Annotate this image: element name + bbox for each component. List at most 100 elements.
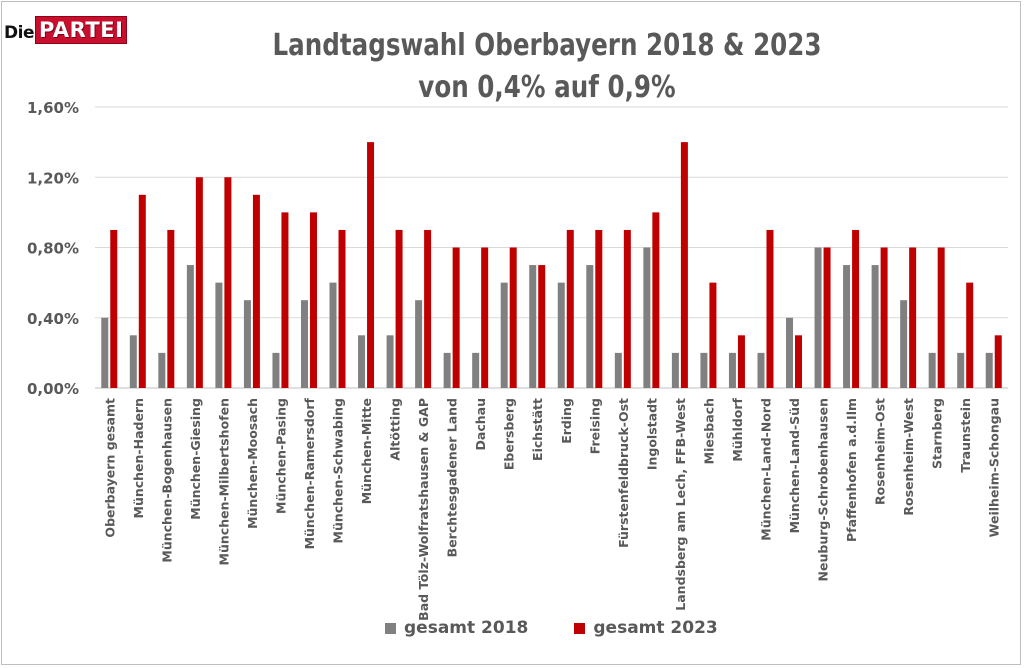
bar-2018 — [472, 352, 480, 388]
legend-item-2023: gesamt 2023 — [574, 618, 718, 638]
x-category-label: Ebersberg — [502, 398, 517, 470]
bar-2023 — [224, 177, 232, 388]
x-category-label: München-Moosach — [245, 398, 260, 529]
bar-2018 — [614, 352, 622, 388]
bar-2018 — [386, 335, 394, 388]
bar-2023 — [909, 247, 917, 388]
bar-2023 — [395, 229, 403, 388]
x-category-label: Rosenheim-West — [901, 398, 916, 516]
bar-2023 — [138, 194, 146, 388]
bar-2023 — [367, 142, 375, 388]
legend-swatch-2023 — [574, 622, 586, 634]
logo-partei-text: PARTEI — [34, 16, 128, 44]
bar-2023 — [709, 282, 717, 388]
x-category-label: München-Ramersdorf — [302, 397, 317, 549]
chart-subtitle: von 0,4% auf 0,9% — [418, 70, 676, 105]
x-category-label: Landsberg am Lech, FFB-West — [673, 398, 688, 611]
y-tick-label: 0,80% — [27, 240, 79, 258]
bar-2023 — [424, 229, 432, 388]
x-category-label: Rosenheim-Ost — [873, 398, 888, 505]
y-tick-label: 1,60% — [27, 99, 79, 117]
bar-2023 — [652, 212, 660, 388]
legend-label-2018: gesamt 2018 — [404, 618, 529, 638]
bar-2023 — [852, 229, 860, 388]
x-category-label: München-Land-Süd — [787, 398, 802, 533]
x-category-label: Mühldorf — [730, 397, 745, 461]
bar-2023 — [994, 335, 1002, 388]
x-category-label: Traunstein — [958, 398, 973, 473]
bar-2023 — [566, 229, 574, 388]
x-category-label: München-Hadern — [131, 398, 146, 519]
legend-swatch-2018 — [385, 622, 396, 634]
bar-2023 — [795, 335, 803, 388]
bar-2018 — [215, 282, 223, 388]
bar-2018 — [529, 265, 537, 388]
bar-2023 — [281, 212, 289, 388]
bar-2018 — [586, 265, 594, 388]
bar-2018 — [900, 300, 908, 388]
bar-2018 — [101, 317, 109, 388]
bar-2018 — [728, 352, 736, 388]
bar-2018 — [186, 265, 194, 388]
x-category-label: München-Milbertshofen — [216, 398, 231, 565]
bar-2018 — [300, 300, 308, 388]
bar-2023 — [195, 177, 203, 388]
x-category-label: Miesbach — [701, 398, 716, 464]
bar-2018 — [700, 352, 708, 388]
x-category-label: Eichstätt — [530, 398, 545, 461]
bar-2018 — [129, 335, 137, 388]
bar-2018 — [243, 300, 251, 388]
x-category-label: Oberbayern gesamt — [102, 398, 117, 538]
bar-2023 — [452, 247, 460, 388]
die-partei-logo: Die PARTEI — [4, 16, 128, 44]
bar-2023 — [623, 229, 631, 388]
bar-2018 — [415, 300, 423, 388]
bar-2023 — [880, 247, 888, 388]
x-category-label: Berchtesgadener Land — [445, 398, 460, 557]
bar-2018 — [158, 352, 166, 388]
bar-2023 — [309, 212, 317, 388]
x-category-label: München-Schwabing — [331, 398, 346, 543]
bar-2018 — [500, 282, 508, 388]
bar-2018 — [358, 335, 366, 388]
bar-2023 — [595, 229, 603, 388]
x-category-label: Altötting — [388, 398, 403, 461]
bar-2018 — [671, 352, 679, 388]
x-category-label: Neuburg-Schrobenhausen — [816, 398, 831, 581]
y-tick-label: 0,40% — [27, 310, 79, 328]
bar-2023 — [338, 229, 346, 388]
bar-2023 — [966, 282, 974, 388]
bar-2018 — [643, 247, 651, 388]
chart-title: Landtagswahl Oberbayern 2018 & 2023 — [272, 28, 822, 63]
x-category-label: Dachau — [473, 398, 488, 450]
x-category-label: München-Pasing — [273, 398, 288, 514]
bar-2023 — [737, 335, 745, 388]
bar-2018 — [957, 352, 965, 388]
bar-2023 — [252, 194, 260, 388]
x-category-label: München-Mitte — [359, 398, 374, 504]
x-category-label: München-Bogenhausen — [159, 398, 174, 563]
x-category-label: Freising — [587, 398, 602, 454]
bar-2023 — [167, 229, 175, 388]
bar-2023 — [538, 265, 546, 388]
logo-die-text: Die — [4, 23, 34, 43]
bar-2023 — [766, 229, 774, 388]
legend-item-2018: gesamt 2018 — [385, 618, 528, 638]
x-category-label: Ingolstadt — [644, 398, 659, 470]
bar-2023 — [680, 142, 688, 388]
y-tick-label: 1,20% — [27, 169, 79, 187]
bar-2018 — [786, 317, 794, 388]
x-category-label: Fürstenfeldbruck-Ost — [616, 398, 631, 548]
bar-2018 — [928, 352, 936, 388]
bar-2023 — [110, 229, 118, 388]
x-category-label: Bad Tölz-Wolfratshausen & GAP — [416, 398, 431, 621]
x-category-label: Erding — [559, 398, 574, 444]
bar-2023 — [481, 247, 489, 388]
bar-2023 — [937, 247, 945, 388]
chart-legend: gesamt 2018 gesamt 2023 — [385, 618, 764, 638]
x-category-label: München-Giesing — [188, 398, 203, 520]
bar-2018 — [272, 352, 280, 388]
bar-2023 — [823, 247, 831, 388]
